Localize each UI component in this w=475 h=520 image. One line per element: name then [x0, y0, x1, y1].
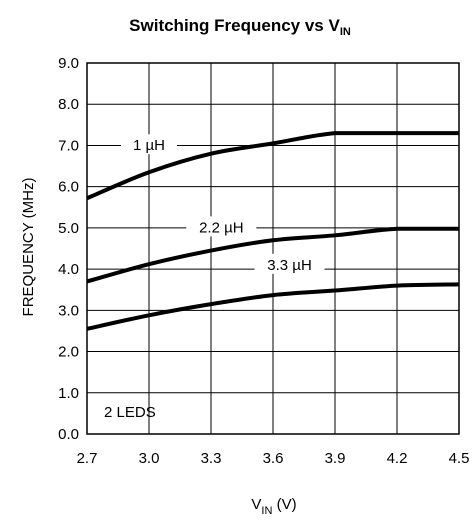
y-tick-label: 8.0: [58, 96, 79, 113]
series-line: [86, 282, 460, 331]
x-axis-label: VIN (V): [251, 496, 296, 517]
tick-labels: 0.0 1.0 2.0 3.0 4.0 5.0 6.0 7.0 8.0 9.0 2.7 3.0 3.3 3…: [58, 55, 469, 467]
y-tick-label: 1.0: [58, 385, 79, 402]
y-axis-label: FREQUENCY (MHz): [20, 178, 37, 317]
series-label: 2.2 µH: [199, 219, 244, 236]
y-tick-label: 3.0: [58, 302, 79, 319]
series-line: [86, 226, 459, 284]
y-tick-label: 2.0: [58, 344, 79, 361]
y-tick-label: 9.0: [58, 55, 79, 72]
x-tick-label: 3.0: [139, 450, 160, 467]
y-tick-label: 0.0: [58, 426, 79, 443]
y-tick-label: 5.0: [58, 220, 79, 237]
series-line: [86, 131, 459, 201]
x-tick-label: 3.9: [325, 450, 346, 467]
grid: [86, 62, 460, 435]
x-tick-label: 3.6: [263, 450, 284, 467]
y-tick-label: 6.0: [58, 179, 79, 196]
plot-frame: [86, 62, 460, 435]
series-label-bg: [254, 253, 325, 274]
x-tick-label: 3.3: [201, 450, 222, 467]
chart-title: Switching Frequency vs VIN: [129, 16, 351, 38]
x-tick-label: 2.7: [77, 450, 98, 467]
series-label-bg: [121, 134, 177, 155]
y-tick-label: 7.0: [58, 137, 79, 154]
annotation-2-leds: 2 LEDS: [104, 404, 156, 421]
series-label: 3.3 µH: [267, 257, 312, 274]
x-tick-label: 4.2: [387, 450, 408, 467]
series-labels: 1 µH 2.2 µH 3.3 µH: [121, 134, 325, 274]
x-tick-label: 4.5: [449, 450, 470, 467]
series-lines: [86, 131, 460, 331]
y-tick-label: 4.0: [58, 261, 79, 278]
series-label: 1 µH: [133, 137, 165, 154]
series-label-bg: [186, 216, 257, 237]
